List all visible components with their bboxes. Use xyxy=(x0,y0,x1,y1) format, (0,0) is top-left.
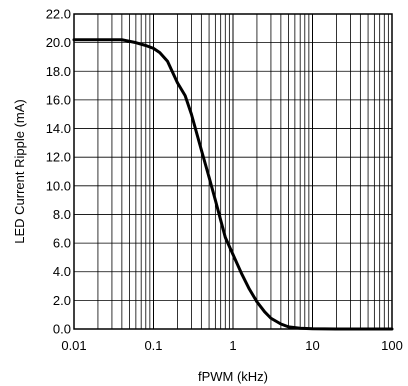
x-tick-label: 0.1 xyxy=(144,338,162,353)
y-axis-title: LED Current Ripple (mA) xyxy=(12,99,27,244)
x-tick-label: 100 xyxy=(381,338,403,353)
x-tick-label: 10 xyxy=(305,338,319,353)
y-tick-label: 16.0 xyxy=(46,92,71,107)
x-tick-label: 1 xyxy=(229,338,236,353)
y-tick-label: 10.0 xyxy=(46,178,71,193)
x-axis-title: fPWM (kHz) xyxy=(198,369,268,384)
y-tick-label: 6.0 xyxy=(53,236,71,251)
y-tick-label: 0.0 xyxy=(53,322,71,337)
y-tick-label: 22.0 xyxy=(46,7,71,22)
y-tick-label: 14.0 xyxy=(46,121,71,136)
tick-labels: 0.01 0.1 1 10 100 0.0 2.0 4.0 6.0 8.0 10.0 12.0 14.0… xyxy=(46,7,403,354)
y-tick-label: 8.0 xyxy=(53,207,71,222)
y-tick-label: 4.0 xyxy=(53,264,71,279)
y-tick-label: 20.0 xyxy=(46,35,71,50)
y-tick-label: 2.0 xyxy=(53,293,71,308)
y-tick-label: 18.0 xyxy=(46,64,71,79)
y-tick-label: 12.0 xyxy=(46,150,71,165)
grid xyxy=(74,14,392,329)
x-tick-label: 0.01 xyxy=(61,338,86,353)
